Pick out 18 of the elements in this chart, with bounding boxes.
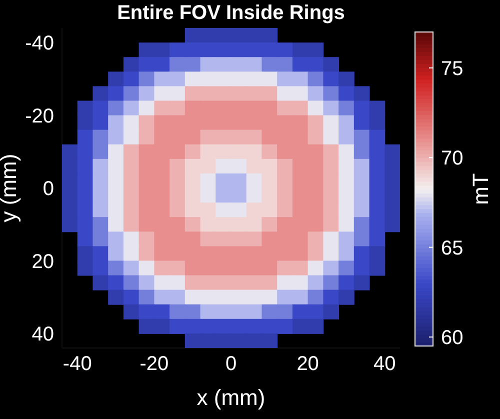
y-tick-label: 0 (42, 178, 54, 200)
y-tick-label: 40 (32, 324, 54, 346)
x-tick-label: 0 (225, 353, 237, 376)
color-bar-label: 65 (441, 237, 464, 260)
color-bar-label: 70 (441, 148, 464, 170)
x-tick-label: 40 (374, 353, 396, 376)
y-tick-label: -40 (25, 32, 54, 55)
x-tick-label: -20 (140, 353, 169, 376)
chart-title: Entire FOV Inside Rings (116, 2, 346, 25)
x-tick-label: 20 (296, 353, 319, 376)
y-tick-label: 20 (32, 250, 54, 273)
x-tick-label: -40 (62, 353, 92, 376)
color-bar-title: mT (468, 173, 493, 205)
y-axis-title: y (mm) (0, 154, 21, 222)
color-bar-label: 75 (441, 58, 464, 80)
color-bar-label: 60 (441, 327, 464, 350)
y-tick-label: -20 (25, 105, 54, 128)
x-axis-title: x (mm) (196, 385, 266, 410)
